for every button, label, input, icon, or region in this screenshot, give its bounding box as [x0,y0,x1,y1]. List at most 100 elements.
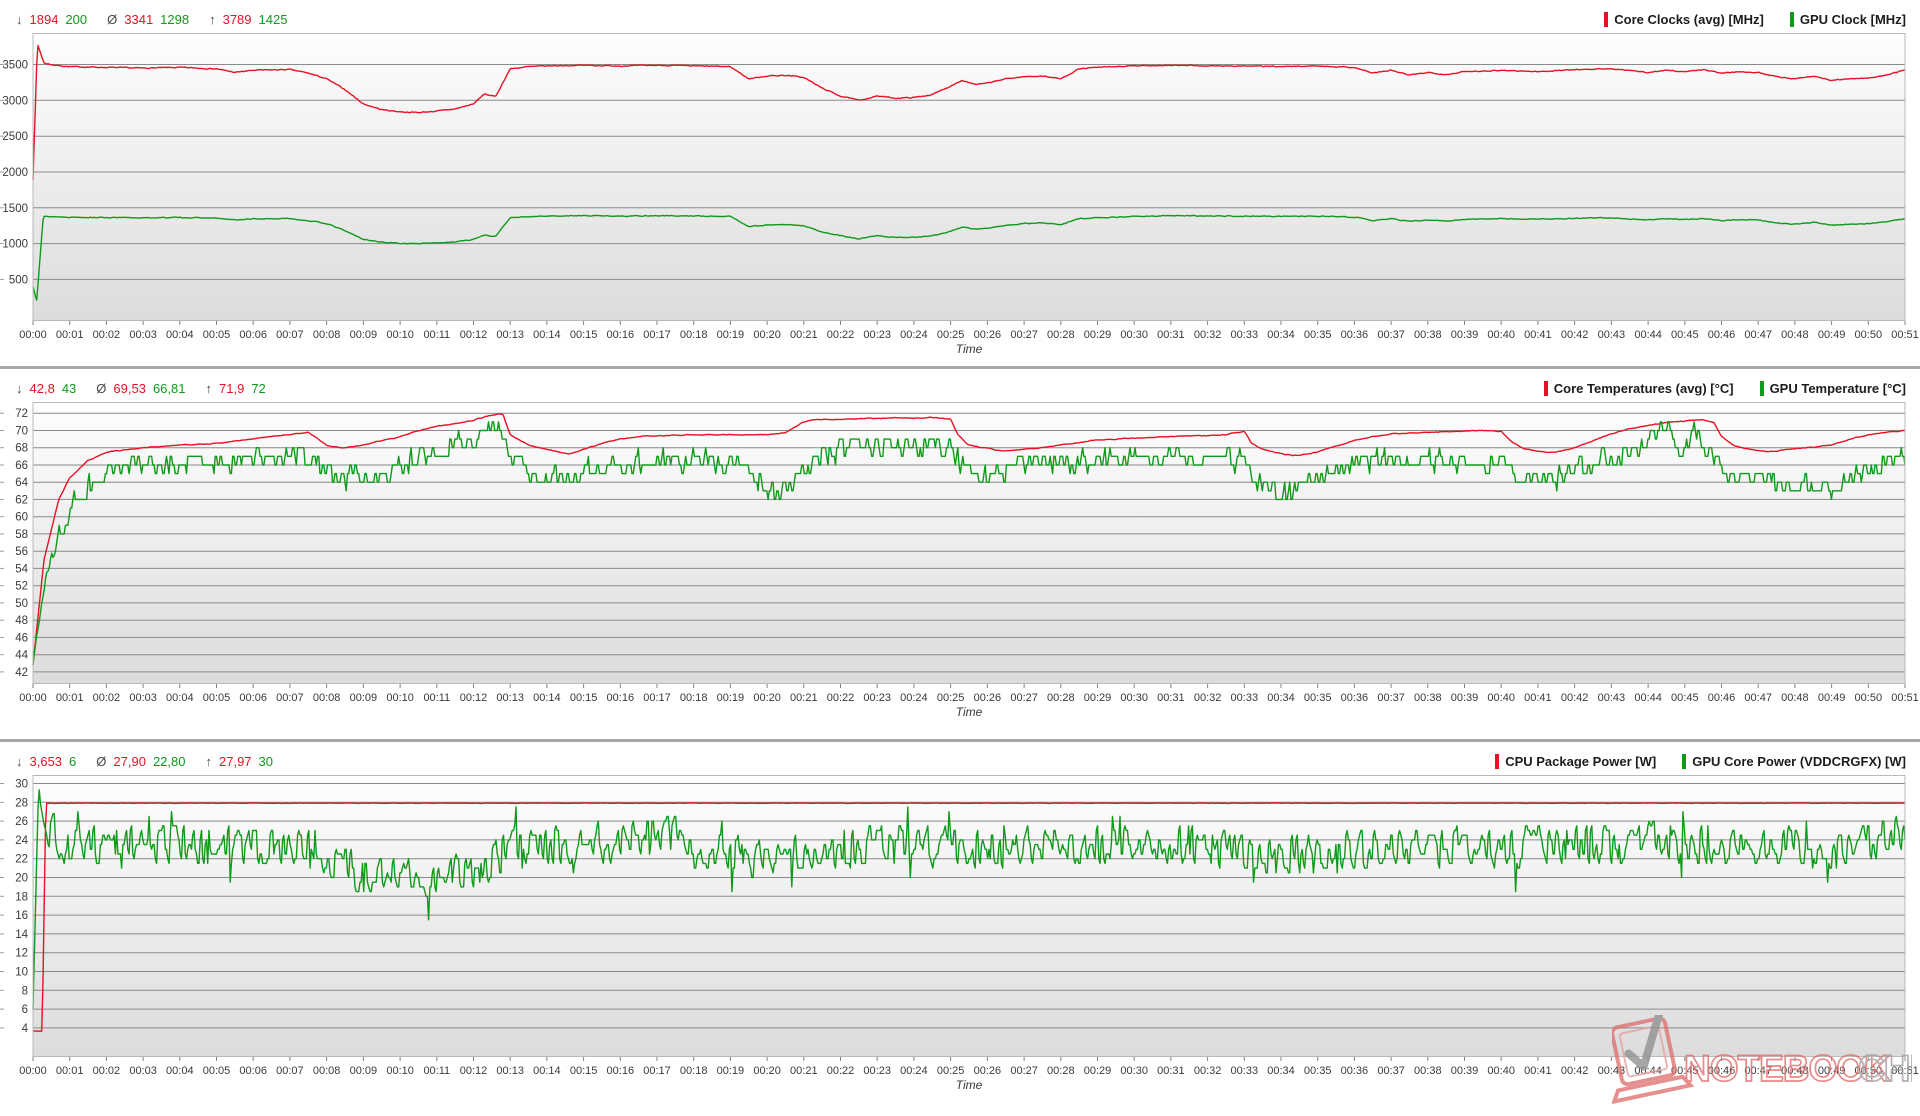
svg-text:00:18: 00:18 [680,692,708,704]
average-icon: Ø [96,380,107,396]
svg-text:00:05: 00:05 [203,1065,231,1077]
svg-text:00:17: 00:17 [643,692,671,704]
svg-text:18: 18 [15,891,28,903]
svg-text:00:46: 00:46 [1708,329,1736,341]
svg-text:00:47: 00:47 [1744,329,1772,341]
svg-text:00:03: 00:03 [129,692,157,704]
svg-text:00:50: 00:50 [1855,329,1883,341]
svg-text:00:21: 00:21 [790,329,818,341]
svg-text:58: 58 [15,529,28,541]
svg-text:00:47: 00:47 [1744,692,1772,704]
svg-text:00:09: 00:09 [350,692,378,704]
svg-text:00:02: 00:02 [93,692,121,704]
svg-text:70: 70 [15,426,28,438]
stats-row-power: ↓ 3,653 6 Ø 27,90 22,80 ↑ 27,97 30 [16,754,273,769]
panel-divider [0,366,1920,369]
svg-text:64: 64 [15,477,28,489]
svg-text:00:30: 00:30 [1120,692,1148,704]
stat-min-green-value: 200 [65,11,88,27]
legend-marker-green-icon [1789,11,1794,27]
min-arrow-icon: ↓ [16,753,23,769]
stat-avg-green-value: 66,81 [152,380,186,396]
svg-text:00:29: 00:29 [1084,692,1112,704]
chart-core-clocks: 500 1000 1500 2000 2500 3000 3500 00:00 00:01 00:… [0,33,1920,364]
svg-text:00:22: 00:22 [827,692,855,704]
svg-text:50: 50 [15,598,28,610]
svg-text:00:22: 00:22 [827,329,855,341]
svg-text:00:15: 00:15 [570,692,598,704]
svg-text:00:39: 00:39 [1451,329,1479,341]
svg-text:52: 52 [15,581,28,593]
svg-text:00:44: 00:44 [1634,1065,1662,1077]
svg-text:00:43: 00:43 [1598,329,1626,341]
svg-text:00:41: 00:41 [1524,1065,1552,1077]
svg-text:28: 28 [15,797,28,809]
svg-text:00:11: 00:11 [423,692,450,704]
legend-power: CPU Package Power [W] GPU Core Power (VD… [1495,753,1906,769]
svg-text:Time: Time [956,1078,983,1092]
svg-text:3500: 3500 [2,60,28,72]
svg-text:56: 56 [15,546,28,558]
svg-text:00:39: 00:39 [1451,1065,1479,1077]
svg-text:00:32: 00:32 [1194,329,1222,341]
svg-text:00:35: 00:35 [1304,1065,1332,1077]
svg-text:00:48: 00:48 [1781,692,1809,704]
svg-text:00:38: 00:38 [1414,692,1442,704]
svg-text:00:04: 00:04 [166,692,194,704]
svg-text:00:51: 00:51 [1891,329,1919,341]
svg-text:00:11: 00:11 [423,329,450,341]
svg-text:Time: Time [956,705,983,719]
legend-clocks: Core Clocks (avg) [MHz] GPU Clock [MHz] [1604,11,1906,27]
svg-text:00:10: 00:10 [386,329,414,341]
svg-text:54: 54 [15,563,28,575]
svg-text:00:19: 00:19 [717,329,745,341]
stat-avg: Ø 27,90 22,80 [96,754,185,769]
svg-text:00:44: 00:44 [1634,329,1662,341]
svg-text:00:39: 00:39 [1451,692,1479,704]
stat-avg-red-value: 27,90 [113,753,146,769]
svg-text:00:38: 00:38 [1414,329,1442,341]
stat-avg: Ø 69,53 66,81 [96,381,185,396]
svg-text:00:14: 00:14 [533,1065,561,1077]
stat-min-red-value: 3,653 [29,753,63,769]
svg-text:00:46: 00:46 [1708,1065,1736,1077]
legend-label: Core Temperatures (avg) [°C] [1553,380,1734,396]
average-icon: Ø [96,753,107,769]
svg-text:00:17: 00:17 [643,329,671,341]
stat-avg-red-value: 3341 [124,11,154,27]
svg-text:00:14: 00:14 [533,329,561,341]
svg-text:00:07: 00:07 [276,692,304,704]
legend-item-gpu-temperature: GPU Temperature [°C] [1759,380,1906,396]
legend-marker-green-icon [1759,380,1764,396]
svg-text:00:08: 00:08 [313,692,341,704]
svg-text:42: 42 [15,667,28,679]
svg-text:00:40: 00:40 [1487,1065,1515,1077]
svg-text:00:31: 00:31 [1157,1065,1185,1077]
stat-max-green-value: 30 [258,753,274,769]
svg-text:30: 30 [15,779,28,791]
max-arrow-icon: ↑ [205,753,213,769]
svg-text:20: 20 [15,873,28,885]
svg-text:00:45: 00:45 [1671,329,1699,341]
stat-max-red-value: 3789 [222,11,252,27]
svg-text:00:16: 00:16 [607,1065,635,1077]
svg-text:62: 62 [15,494,28,506]
svg-text:00:34: 00:34 [1267,692,1295,704]
svg-text:00:07: 00:07 [276,329,304,341]
chart-power: 4 6 8 10 12 14 16 18 20 22 24 26 28 30 00:00 00:01 00:02… [0,775,1920,1100]
stat-avg-green-value: 22,80 [152,753,186,769]
svg-text:00:15: 00:15 [570,1065,598,1077]
svg-text:00:20: 00:20 [753,692,781,704]
svg-text:00:18: 00:18 [680,1065,708,1077]
svg-text:00:06: 00:06 [239,329,267,341]
svg-text:00:23: 00:23 [863,329,891,341]
svg-text:00:40: 00:40 [1487,692,1515,704]
svg-text:26: 26 [15,816,28,828]
svg-text:00:35: 00:35 [1304,692,1332,704]
svg-text:44: 44 [15,650,28,662]
svg-text:00:42: 00:42 [1561,1065,1589,1077]
svg-text:22: 22 [15,854,28,866]
svg-text:00:26: 00:26 [974,692,1002,704]
svg-text:00:25: 00:25 [937,329,965,341]
svg-text:00:27: 00:27 [1010,692,1038,704]
